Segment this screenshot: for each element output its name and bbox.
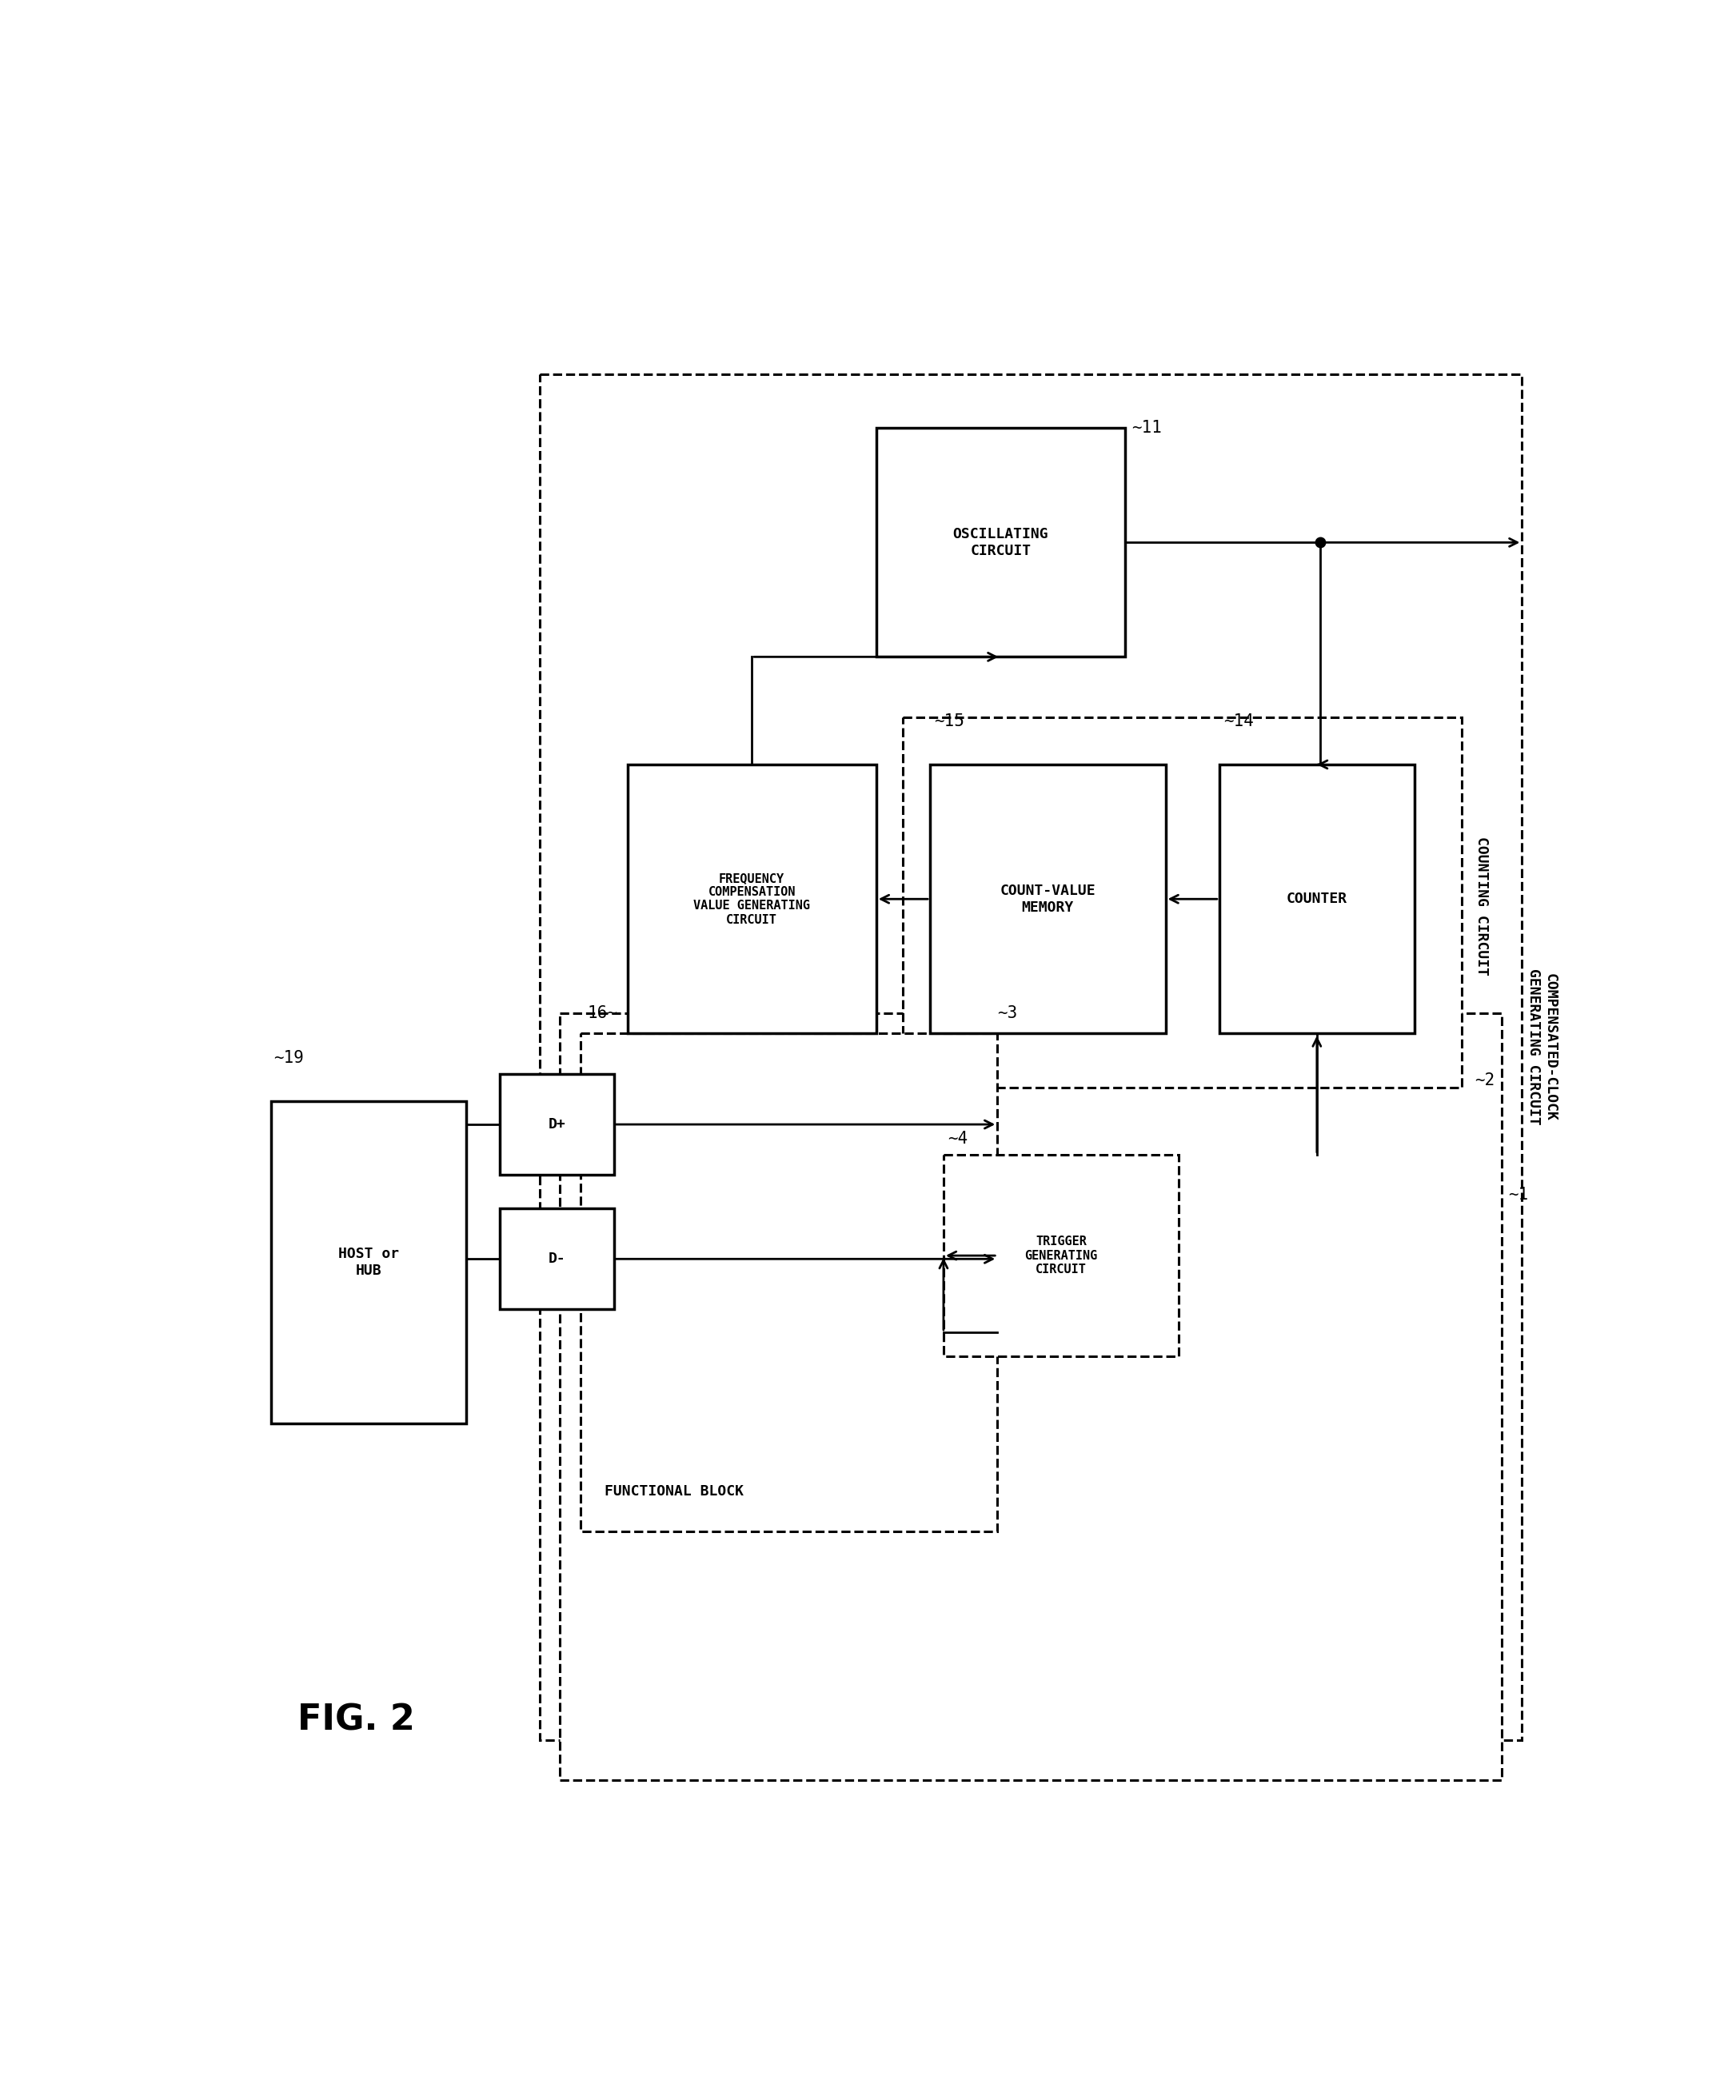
Text: ~1: ~1 (1509, 1186, 1529, 1203)
Text: ~2: ~2 (1476, 1073, 1495, 1088)
Text: COMPENSATED-CLOCK
GENERATING CIRCUIT: COMPENSATED-CLOCK GENERATING CIRCUIT (1526, 968, 1557, 1126)
Text: COUNTER: COUNTER (1286, 892, 1347, 907)
Bar (627, 764, 877, 1033)
Text: HOST or
HUB: HOST or HUB (339, 1247, 399, 1277)
Text: TRIGGER
GENERATING
CIRCUIT: TRIGGER GENERATING CIRCUIT (1024, 1235, 1097, 1275)
Text: D+: D+ (549, 1117, 566, 1132)
Bar (271, 1100, 465, 1424)
Text: COUNT-VALUE
MEMORY: COUNT-VALUE MEMORY (1000, 884, 1095, 916)
Bar (500, 1208, 615, 1310)
Text: ~19: ~19 (274, 1050, 304, 1067)
Text: 16~: 16~ (589, 1006, 618, 1021)
Text: OSCILLATING
CIRCUIT: OSCILLATING CIRCUIT (953, 527, 1049, 559)
Text: FUNCTIONAL BLOCK: FUNCTIONAL BLOCK (604, 1485, 745, 1497)
Bar (903, 718, 1462, 1088)
Bar (540, 374, 1522, 1741)
Bar (561, 1014, 1502, 1781)
Text: ~3: ~3 (998, 1006, 1017, 1021)
Text: FIG. 2: FIG. 2 (299, 1703, 415, 1737)
Bar (500, 1073, 615, 1174)
Text: ~14: ~14 (1224, 714, 1253, 729)
Bar (944, 1155, 1179, 1357)
Text: ~4: ~4 (948, 1130, 967, 1147)
Bar (877, 428, 1125, 657)
Bar (1219, 764, 1415, 1033)
Text: FREQUENCY
COMPENSATION
VALUE GENERATING
CIRCUIT: FREQUENCY COMPENSATION VALUE GENERATING … (693, 872, 811, 926)
Text: ~11: ~11 (1132, 420, 1161, 437)
Bar (930, 764, 1165, 1033)
Text: COUNTING CIRCUIT: COUNTING CIRCUIT (1474, 836, 1489, 974)
Text: D-: D- (549, 1252, 566, 1266)
Bar (580, 1033, 998, 1531)
Text: ~15: ~15 (934, 714, 965, 729)
